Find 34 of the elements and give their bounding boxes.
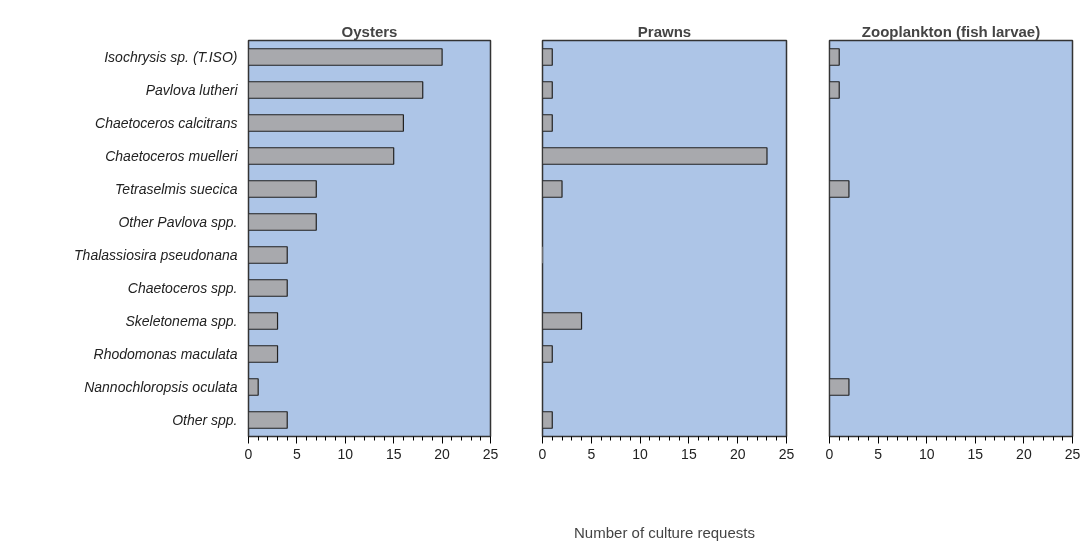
x-tick-label: 5 [874,445,883,462]
x-tick-label: 5 [293,445,302,462]
chart-title: Zooplankton (fish larvae) [861,22,1041,40]
x-tick-label: 15 [967,445,984,462]
y-tick-label: Thalassiosira pseudonana [74,247,238,263]
y-tick-label: Chaetoceros spp. [127,280,238,296]
x-tick-label: 25 [1064,445,1081,462]
x-tick-label: 5 [587,445,596,462]
y-tick-label: Other spp. [172,412,238,428]
x-tick-label: 20 [434,445,451,462]
x-tick-label: 0 [825,445,834,462]
x-tick-label: 15 [681,445,697,462]
y-tick-label: Pavlova lutheri [145,82,239,98]
x-tick-label: 25 [482,445,499,462]
x-tick-label: 10 [337,445,354,462]
x-tick-label: 20 [729,445,746,462]
x-axis-title: Number of culture requests [574,523,755,541]
x-tick-label: 10 [632,445,649,462]
chart-title: Prawns [637,22,692,40]
y-tick-label: Chaetoceros muelleri [105,148,239,164]
y-tick-label: Rhodomonas maculata [93,346,238,362]
y-tick-label: Nannochloropsis oculata [84,379,238,395]
x-tick-label: 25 [778,445,795,462]
y-tick-label: Tetraselmis suecica [115,181,238,197]
y-tick-label: Isochrysis sp. (T.ISO) [104,49,238,65]
chart-title: Oysters [341,22,398,40]
x-tick-label: 20 [1016,445,1032,462]
x-tick-label: 0 [538,445,547,462]
y-tick-label: Chaetoceros calcitrans [95,115,238,131]
y-tick-label: Skeletonema spp. [125,313,238,329]
x-tick-label: 15 [385,445,402,462]
x-tick-label: 10 [918,445,935,462]
y-tick-label: Other Pavlova spp. [118,214,238,230]
x-tick-label: 0 [244,445,253,462]
